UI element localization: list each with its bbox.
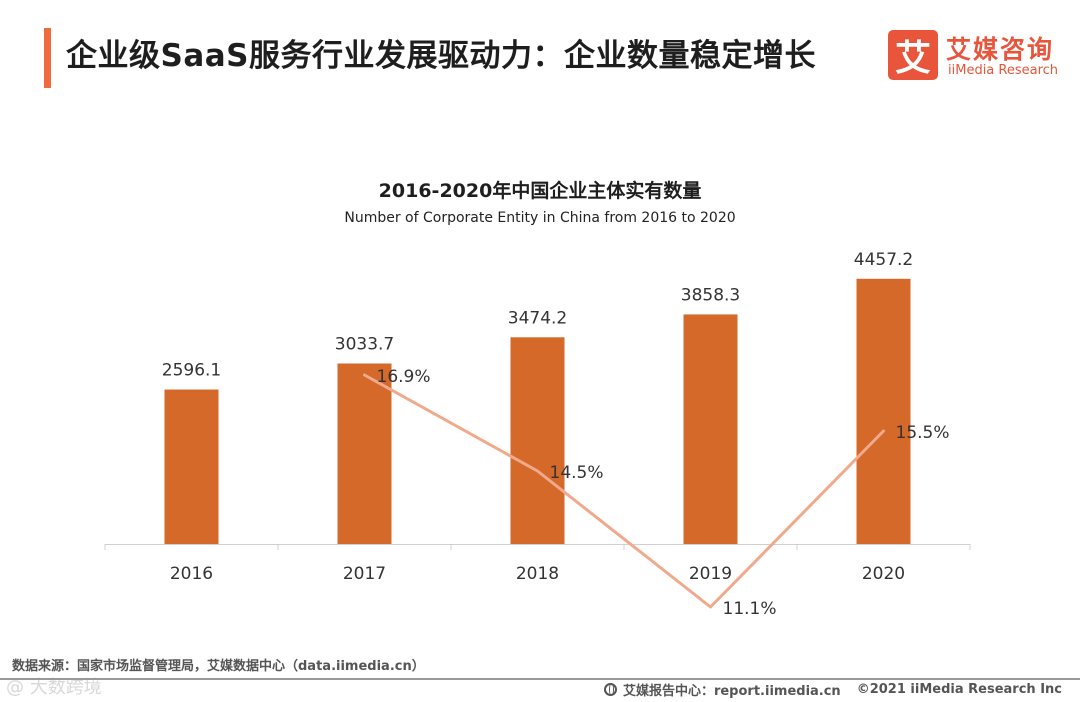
bar-value-label: 4457.2 (854, 250, 913, 270)
bar-2018 (510, 337, 565, 544)
chart-title: 2016-2020年中国企业主体实有数量 (378, 180, 702, 202)
growth-rate-label: 15.5% (896, 423, 950, 443)
bar-value-label: 3858.3 (681, 285, 740, 305)
growth-rate-label: 11.1% (723, 599, 777, 619)
bar-value-label: 3474.2 (508, 308, 567, 328)
growth-rate-label: 14.5% (550, 463, 604, 483)
logo-name-en: iiMedia Research (948, 63, 1059, 78)
logo-name-cn: 艾媒咨询 (946, 35, 1055, 64)
x-tick-label: 2018 (516, 564, 559, 584)
x-tick-label: 2016 (170, 564, 213, 584)
watermark: @ 大数跨境 (6, 677, 102, 698)
bar-2017 (337, 363, 392, 544)
x-tick-label: 2019 (689, 564, 732, 584)
bar-value-label: 3033.7 (335, 334, 394, 354)
page-title: 企业级SaaS服务行业发展驱动力：企业数量稳定增长 (66, 38, 816, 74)
footer-divider (0, 678, 1080, 680)
bar-value-label: 2596.1 (162, 361, 221, 381)
bar-2020 (856, 278, 911, 544)
x-tick-label: 2017 (343, 564, 386, 584)
bar-2016 (164, 389, 219, 544)
globe-icon (603, 683, 617, 696)
source-note: 数据来源：国家市场监督管理局，艾媒数据中心（data.iimedia.cn） (12, 659, 425, 674)
footer-info: 艾媒报告中心：report.iimedia.cn ©2021 iiMedia R… (603, 680, 1062, 699)
growth-rate-line (363, 373, 885, 609)
report-center-link[interactable]: 艾媒报告中心：report.iimedia.cn (622, 684, 841, 699)
chart-subtitle: Number of Corporate Entity in China from… (344, 210, 736, 226)
x-tick-label: 2020 (862, 564, 905, 584)
logo-mark-icon: 艾 (888, 30, 938, 80)
iimedia-logo: 艾 艾媒咨询 iiMedia Research (888, 30, 1068, 82)
growth-rate-label: 16.9% (377, 367, 431, 387)
bar-2019 (683, 314, 738, 544)
copyright: ©2021 iiMedia Research Inc (856, 682, 1062, 697)
title-accent-bar (44, 28, 51, 88)
